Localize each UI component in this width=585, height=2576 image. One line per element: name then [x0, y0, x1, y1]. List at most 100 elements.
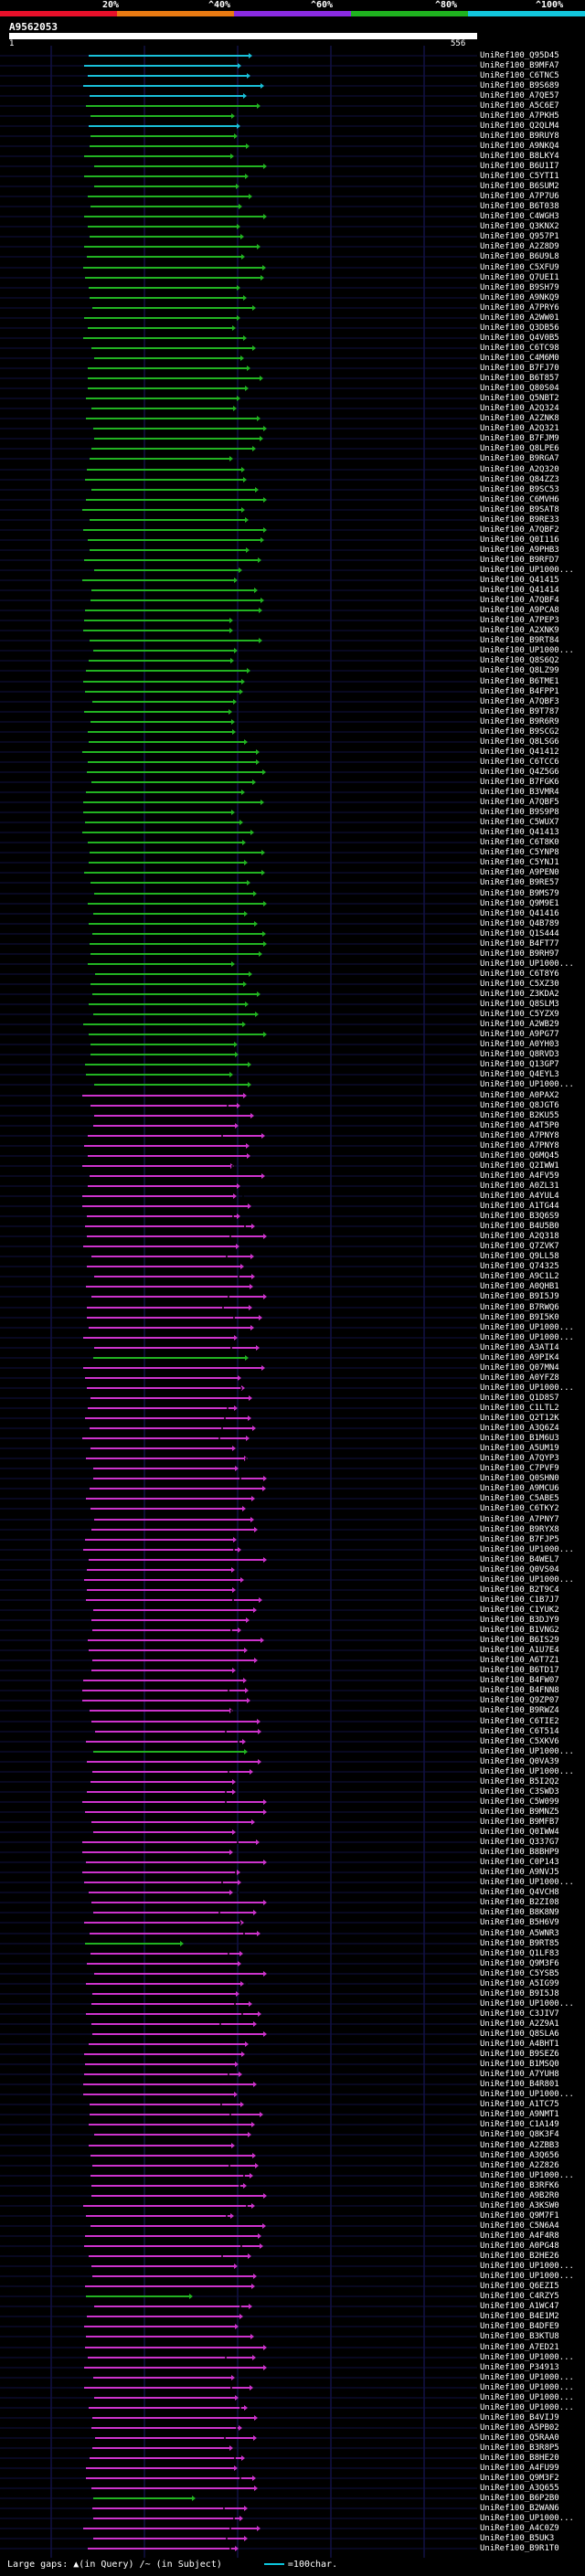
hit-label[interactable]: UniRef100_B9RT85 [480, 1939, 559, 1948]
hit-label[interactable]: UniRef100_Q13GP7 [480, 1060, 559, 1069]
hit-label[interactable]: UniRef100_A9PIK4 [480, 1353, 559, 1362]
hit-label[interactable]: UniRef100_Q1S444 [480, 929, 559, 938]
hit-label[interactable]: UniRef100_B2KU55 [480, 1111, 559, 1120]
hit-label[interactable]: UniRef100_Q80S04 [480, 384, 559, 393]
hit-label[interactable]: UniRef100_B8BHP9 [480, 1848, 559, 1857]
hit-label[interactable]: UniRef100_A7PEP3 [480, 616, 559, 625]
hit-label[interactable]: UniRef100_A2WB29 [480, 1020, 559, 1029]
hit-label[interactable]: UniRef100_P34913 [480, 2363, 559, 2372]
hit-label[interactable]: UniRef100_A2Q318 [480, 1232, 559, 1241]
hit-label[interactable]: UniRef100_Q8LPE6 [480, 444, 559, 453]
hit-label[interactable]: UniRef100_B9S689 [480, 81, 559, 90]
hit-label[interactable]: UniRef100_B9S9P8 [480, 808, 559, 817]
hit-label[interactable]: UniRef100_A4YUL4 [480, 1192, 559, 1201]
hit-label[interactable]: UniRef100_Q2T12K [480, 1414, 559, 1423]
hit-label[interactable]: UniRef100_Q8S6Q2 [480, 656, 559, 665]
hit-label[interactable]: UniRef100_Q41416 [480, 909, 559, 918]
hit-label[interactable]: UniRef100_A3ATI4 [480, 1343, 559, 1352]
hit-label[interactable]: UniRef100_UP1000... [480, 2373, 574, 2382]
hit-label[interactable]: UniRef100_B6T038 [480, 202, 559, 211]
hit-label[interactable]: UniRef100_Q0VA39 [480, 1757, 559, 1766]
hit-label[interactable]: UniRef100_A4FU99 [480, 2464, 559, 2473]
hit-label[interactable]: UniRef100_C6TNC5 [480, 71, 559, 80]
hit-label[interactable]: UniRef100_A2Z826 [480, 2161, 559, 2170]
hit-label[interactable]: UniRef100_UP1000... [480, 1878, 574, 1887]
hit-label[interactable]: UniRef100_B9MS79 [480, 889, 559, 898]
hit-label[interactable]: UniRef100_UP1000... [480, 1333, 574, 1342]
hit-label[interactable]: UniRef100_Q337G7 [480, 1838, 559, 1847]
hit-label[interactable]: UniRef100_A9NMT1 [480, 2110, 559, 2119]
hit-label[interactable]: UniRef100_A7PKH5 [480, 111, 559, 121]
hit-label[interactable]: UniRef100_Q8LSG6 [480, 737, 559, 747]
hit-label[interactable]: UniRef100_UP1000... [480, 959, 574, 969]
hit-label[interactable]: UniRef100_B2HE26 [480, 2252, 559, 2261]
hit-label[interactable]: UniRef100_A3Q6Z4 [480, 1424, 559, 1433]
hit-label[interactable]: UniRef100_B9I5J8 [480, 1989, 559, 1998]
hit-label[interactable]: UniRef100_A5C6E7 [480, 101, 559, 111]
hit-label[interactable]: UniRef100_A1WC47 [480, 2302, 559, 2311]
hit-label[interactable]: UniRef100_A3Q656 [480, 2151, 559, 2160]
hit-label[interactable]: UniRef100_UP1000... [480, 1383, 574, 1393]
hit-label[interactable]: UniRef100_A5WNR3 [480, 1929, 559, 1938]
hit-label[interactable]: UniRef100_Q5NBT2 [480, 394, 559, 403]
hit-label[interactable]: UniRef100_Q84ZZ3 [480, 475, 559, 484]
hit-label[interactable]: UniRef100_C4M6M0 [480, 354, 559, 363]
hit-label[interactable]: UniRef100_C5XFU9 [480, 263, 559, 272]
hit-label[interactable]: UniRef100_A2Z8D9 [480, 242, 559, 251]
hit-label[interactable]: UniRef100_B4FPP1 [480, 687, 559, 696]
hit-label[interactable]: UniRef100_C1YUK2 [480, 1606, 559, 1615]
hit-label[interactable]: UniRef100_B9RFD7 [480, 556, 559, 565]
hit-label[interactable]: UniRef100_B6IS29 [480, 1636, 559, 1645]
hit-label[interactable]: UniRef100_B4FNN8 [480, 1686, 559, 1695]
hit-label[interactable]: UniRef100_A3Q655 [480, 2484, 559, 2493]
hit-label[interactable]: UniRef100_Q07MN4 [480, 1363, 559, 1373]
hit-label[interactable]: UniRef100_C0P143 [480, 1858, 559, 1867]
hit-label[interactable]: UniRef100_B9SC53 [480, 485, 559, 494]
hit-label[interactable]: UniRef100_B9RT84 [480, 636, 559, 645]
hit-label[interactable]: UniRef100_A4FV59 [480, 1171, 559, 1181]
hit-label[interactable]: UniRef100_A2Q324 [480, 404, 559, 413]
hit-label[interactable]: UniRef100_Q0I116 [480, 535, 559, 545]
hit-label[interactable]: UniRef100_C6TCC6 [480, 758, 559, 767]
hit-label[interactable]: UniRef100_Q74325 [480, 1262, 559, 1271]
hit-label[interactable]: UniRef100_C5YNJ1 [480, 858, 559, 867]
hit-label[interactable]: UniRef100_A7PRY6 [480, 303, 559, 313]
hit-label[interactable]: UniRef100_Q0SHN0 [480, 1474, 559, 1483]
hit-label[interactable]: UniRef100_Q9LL58 [480, 1252, 559, 1261]
hit-label[interactable]: UniRef100_UP1000... [480, 1080, 574, 1089]
hit-label[interactable]: UniRef100_UP1000... [480, 2090, 574, 2099]
hit-label[interactable]: UniRef100_B7FJP5 [480, 1535, 559, 1544]
hit-label[interactable]: UniRef100_B9SCG2 [480, 727, 559, 737]
hit-label[interactable]: UniRef100_A3KSW0 [480, 2201, 559, 2210]
hit-label[interactable]: UniRef100_A2Z9A1 [480, 2019, 559, 2029]
hit-label[interactable]: UniRef100_B5H6V9 [480, 1918, 559, 1927]
hit-label[interactable]: UniRef100_Q8RVD3 [480, 1050, 559, 1059]
hit-label[interactable]: UniRef100_B5I2Q2 [480, 1777, 559, 1786]
hit-label[interactable]: UniRef100_UP1000... [480, 1545, 574, 1554]
hit-label[interactable]: UniRef100_C1B7J7 [480, 1595, 559, 1605]
hit-label[interactable]: UniRef100_UP1000... [480, 2353, 574, 2362]
hit-label[interactable]: UniRef100_UP1000... [480, 2262, 574, 2271]
hit-label[interactable]: UniRef100_C5W099 [480, 1797, 559, 1807]
hit-label[interactable]: UniRef100_C5N6A4 [480, 2221, 559, 2231]
hit-label[interactable]: UniRef100_C5ABE5 [480, 1494, 559, 1503]
hit-label[interactable]: UniRef100_B2WAN6 [480, 2504, 559, 2513]
hit-label[interactable]: UniRef100_Q2IWW1 [480, 1161, 559, 1171]
hit-label[interactable]: UniRef100_B6TD17 [480, 1666, 559, 1675]
hit-label[interactable]: UniRef100_B4FT77 [480, 939, 559, 949]
hit-label[interactable]: UniRef100_C1A149 [480, 2120, 559, 2129]
hit-label[interactable]: UniRef100_C3JIV7 [480, 2009, 559, 2019]
hit-label[interactable]: UniRef100_B3KTU8 [480, 2332, 559, 2341]
hit-label[interactable]: UniRef100_A7PNY7 [480, 1515, 559, 1524]
hit-label[interactable]: UniRef100_A9MCU6 [480, 1484, 559, 1493]
hit-label[interactable]: UniRef100_A9B2R0 [480, 2191, 559, 2200]
hit-label[interactable]: UniRef100_B4VIJ9 [480, 2413, 559, 2422]
hit-label[interactable]: UniRef100_B9T787 [480, 707, 559, 716]
hit-label[interactable]: UniRef100_C5YZX9 [480, 1010, 559, 1019]
hit-label[interactable]: UniRef100_B9SEZ6 [480, 2050, 559, 2059]
hit-label[interactable]: UniRef100_C3SWD3 [480, 1787, 559, 1797]
hit-label[interactable]: UniRef100_B9I5J9 [480, 1292, 559, 1301]
hit-label[interactable]: UniRef100_A1TG44 [480, 1202, 559, 1211]
hit-label[interactable]: UniRef100_A2XNK9 [480, 626, 559, 635]
hit-label[interactable]: UniRef100_C5XZ30 [480, 980, 559, 989]
